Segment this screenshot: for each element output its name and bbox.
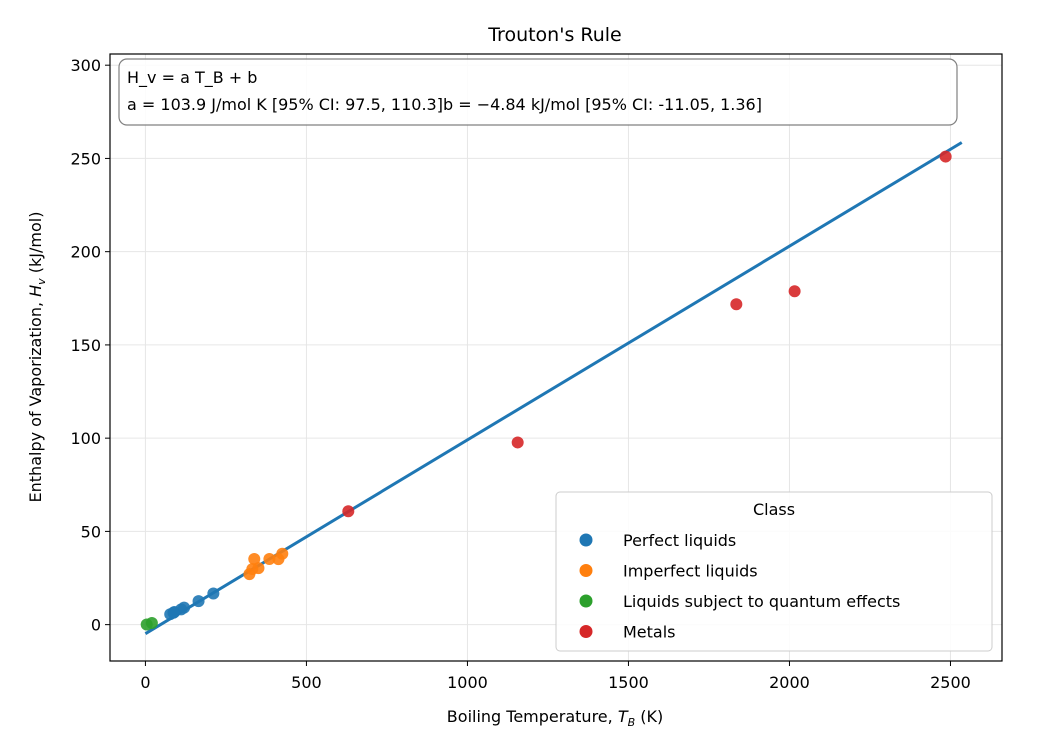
y-tick-label: 200 bbox=[70, 243, 101, 262]
x-tick-label: 500 bbox=[291, 673, 322, 692]
data-point bbox=[248, 552, 261, 565]
y-tick-label: 100 bbox=[70, 429, 101, 448]
y-axis-label: Enthalpy of Vaporization, Hv (kJ/mol) bbox=[26, 212, 48, 503]
y-tick-label: 0 bbox=[91, 616, 101, 635]
x-tick-label: 1000 bbox=[447, 673, 488, 692]
data-point bbox=[730, 298, 743, 311]
data-point bbox=[263, 552, 276, 565]
legend-label: Perfect liquids bbox=[623, 531, 736, 550]
data-point bbox=[342, 505, 355, 518]
data-point bbox=[178, 601, 191, 614]
legend-marker bbox=[579, 564, 593, 577]
x-tick-label: 1500 bbox=[608, 673, 649, 692]
legend-marker bbox=[579, 533, 593, 547]
data-point bbox=[939, 150, 952, 163]
legend-label: Metals bbox=[623, 623, 676, 642]
fit-equation-line1: H_v = a T_B + b bbox=[127, 68, 257, 88]
data-point bbox=[192, 595, 205, 608]
x-axis-ticks: 0 500 1000 1500 2000 2500 bbox=[140, 661, 971, 692]
data-point bbox=[511, 436, 524, 449]
y-tick-label: 300 bbox=[70, 56, 101, 75]
plot-area-frame bbox=[109, 53, 1003, 662]
data-point bbox=[788, 285, 801, 298]
y-tick-label: 50 bbox=[81, 522, 101, 541]
legend-marker bbox=[579, 625, 593, 638]
legend-title: Class bbox=[753, 500, 795, 519]
data-point bbox=[252, 562, 265, 575]
y-tick-label: 250 bbox=[70, 149, 101, 168]
data-point bbox=[207, 587, 220, 600]
x-axis-label: Boiling Temperature, TB (K) bbox=[447, 707, 663, 729]
x-tick-label: 2500 bbox=[930, 673, 971, 692]
legend-label: Imperfect liquids bbox=[623, 562, 758, 581]
fit-equation-box: H_v = a T_B + b a = 103.9 J/mol K [95% C… bbox=[118, 58, 958, 126]
data-point bbox=[145, 616, 158, 629]
fit-equation-line2: a = 103.9 J/mol K [95% CI: 97.5, 110.3]b… bbox=[127, 95, 762, 114]
x-tick-label: 2000 bbox=[769, 673, 810, 692]
y-axis-ticks: 0 50 100 150 200 250 300 bbox=[70, 56, 110, 635]
chart-title: Trouton's Rule bbox=[487, 24, 622, 46]
x-tick-label: 0 bbox=[140, 673, 150, 692]
legend-items: Perfect liquids Imperfect liquids Liquids … bbox=[579, 531, 900, 642]
data-point bbox=[276, 547, 289, 560]
legend-marker bbox=[579, 594, 593, 608]
legend-label: Liquids subject to quantum effects bbox=[623, 592, 900, 611]
y-tick-label: 150 bbox=[70, 336, 101, 355]
scatter-points bbox=[140, 150, 952, 631]
legend: Class Perfect liquids Imperfect liquids Li… bbox=[555, 491, 993, 652]
